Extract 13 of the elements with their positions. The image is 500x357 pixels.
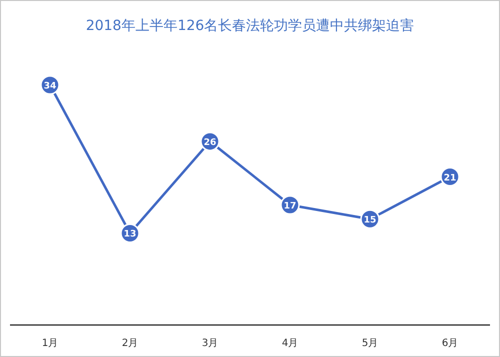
data-label: 21	[444, 173, 456, 184]
data-label: 17	[284, 202, 296, 212]
data-label: 15	[364, 216, 376, 226]
x-tick: 2月	[122, 338, 138, 349]
data-label: 34	[44, 82, 56, 92]
data-label: 26	[204, 138, 216, 148]
x-tick: 3月	[202, 338, 218, 349]
x-tick: 1月	[42, 338, 58, 349]
title: 2018年上半年126名长春法轮功学员遭中共绑架迫害	[86, 18, 414, 34]
x-tick: 4月	[282, 338, 298, 349]
x-tick: 6月	[442, 338, 458, 349]
data-label: 13	[124, 230, 136, 240]
x-tick: 5月	[362, 338, 378, 349]
